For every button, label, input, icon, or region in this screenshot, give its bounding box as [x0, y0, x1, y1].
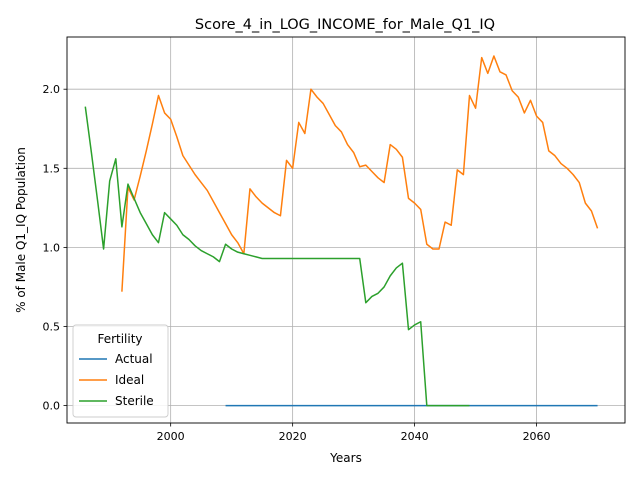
- chart-title: Score_4_in_LOG_INCOME_for_Male_Q1_IQ: [195, 17, 495, 33]
- x-tick-label: 2020: [279, 430, 307, 443]
- legend-label-sterile: Sterile: [115, 394, 154, 408]
- plot-frame: [66, 36, 626, 424]
- legend-entries: Actual Ideal Sterile: [79, 352, 154, 408]
- legend-box: [72, 324, 169, 418]
- series-line-ideal: [121, 55, 599, 292]
- x-axis-label: Years: [329, 451, 362, 465]
- y-tick-label: 2.0: [43, 83, 61, 96]
- legend-label-ideal: Ideal: [115, 373, 144, 387]
- x-tick-label: 2040: [401, 430, 429, 443]
- series-layer: [84, 55, 599, 407]
- y-tick-label: 1.0: [43, 241, 61, 254]
- y-tick-label: 0.0: [43, 400, 61, 413]
- y-axis: 0.0 0.5 1.0 1.5 2.0: [43, 83, 67, 413]
- y-tick-label: 1.5: [43, 162, 61, 175]
- legend-label-actual: Actual: [115, 352, 153, 366]
- legend: Fertility Actual Ideal Sterile: [72, 324, 169, 418]
- y-axis-label: % of Male Q1_IQ Population: [14, 147, 28, 313]
- x-tick-label: 2000: [157, 430, 185, 443]
- legend-title: Fertility: [97, 332, 142, 346]
- series-line-sterile: [84, 106, 470, 407]
- y-tick-label: 0.5: [43, 321, 61, 334]
- x-tick-label: 2060: [523, 430, 551, 443]
- x-axis: 2000 2020 2040 2060: [157, 423, 551, 443]
